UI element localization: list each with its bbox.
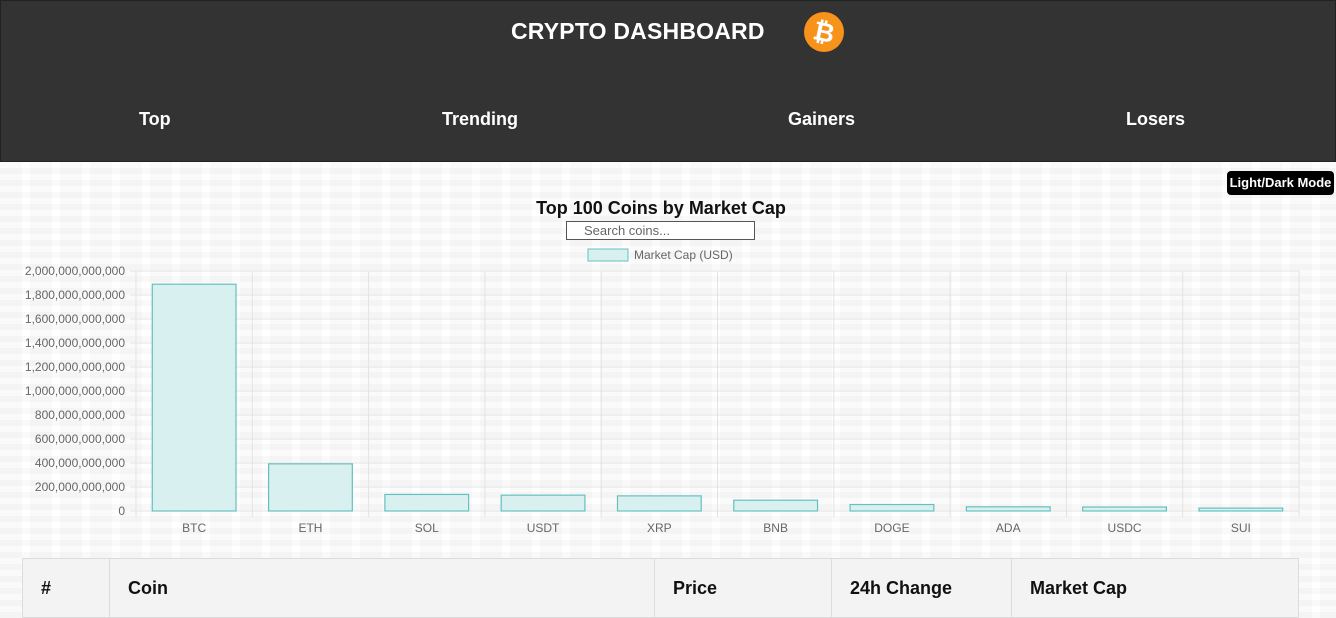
x-tick-label: ETH [298,521,322,535]
y-tick-label: 800,000,000,000 [35,408,125,422]
y-tick-label: 0 [118,504,125,518]
bar-usdc [1082,506,1168,512]
y-tick-label: 200,000,000,000 [35,480,125,494]
column-header-coin[interactable]: Coin [110,559,655,617]
nav-trending[interactable]: Trending [442,109,518,129]
bar-xrp [616,495,702,512]
y-tick-label: 2,000,000,000,000 [25,264,125,278]
legend-label: Market Cap (USD) [634,248,733,262]
x-axis: BTC ETH SOL USDT XRP BNB DOGE ADA USDC SUI [182,521,1251,535]
chart-title: Top 100 Coins by Market Cap [536,198,786,218]
y-tick-label: 1,800,000,000,000 [25,288,125,302]
nav-losers[interactable]: Losers [1126,109,1186,129]
x-tick-label: ADA [996,521,1021,535]
bar-btc [151,283,237,512]
column-header-price[interactable]: Price [655,559,832,617]
y-tick-label: 1,600,000,000,000 [25,312,125,326]
bar-usdt [500,494,586,512]
y-axis: 0 200,000,000,000 400,000,000,000 600,000,0… [25,264,125,518]
x-tick-label: SOL [415,521,439,535]
coins-table-header: # Coin Price 24h Change Market Cap [22,558,1299,618]
app-title: CRYPTO DASHBOARD [511,18,765,44]
y-tick-label: 1,200,000,000,000 [25,360,125,374]
x-tick-label: BNB [763,521,788,535]
svg-text:₿: ₿ [810,16,837,50]
search-input[interactable] [566,221,755,240]
chart-bars [151,283,1284,512]
x-tick-label: SUI [1231,521,1251,535]
bitcoin-icon: ₿ [804,12,844,52]
y-tick-label: 400,000,000,000 [35,456,125,470]
nav-gainers[interactable]: Gainers [788,109,856,129]
theme-toggle-button[interactable]: Light/Dark Mode [1227,171,1334,195]
app-header: CRYPTO DASHBOARD ₿ Top Trending Gainers … [0,0,1336,162]
bar-sui [1198,507,1284,512]
bar-ada [965,506,1051,512]
column-header-24h-change[interactable]: 24h Change [832,559,1012,617]
market-cap-chart: Market Cap (USD) 0 200,000,000,000 400,000… [25,248,1300,535]
x-tick-label: BTC [182,521,206,535]
legend-swatch [587,248,629,262]
bar-doge [849,503,935,512]
chart-grid [130,270,1300,517]
y-tick-label: 600,000,000,000 [35,432,125,446]
column-header-market-cap[interactable]: Market Cap [1030,578,1128,598]
nav-top[interactable]: Top [139,109,171,129]
chart-legend[interactable]: Market Cap (USD) [587,248,733,262]
column-header-rank[interactable]: # [23,559,110,617]
x-tick-label: DOGE [874,521,909,535]
bar-sol [384,493,470,512]
x-tick-label: XRP [647,521,672,535]
x-tick-label: USDC [1108,521,1142,535]
y-tick-label: 1,400,000,000,000 [25,336,125,350]
bar-bnb [733,499,819,512]
x-tick-label: USDT [527,521,560,535]
bar-eth [267,463,353,512]
y-tick-label: 1,000,000,000,000 [25,384,125,398]
